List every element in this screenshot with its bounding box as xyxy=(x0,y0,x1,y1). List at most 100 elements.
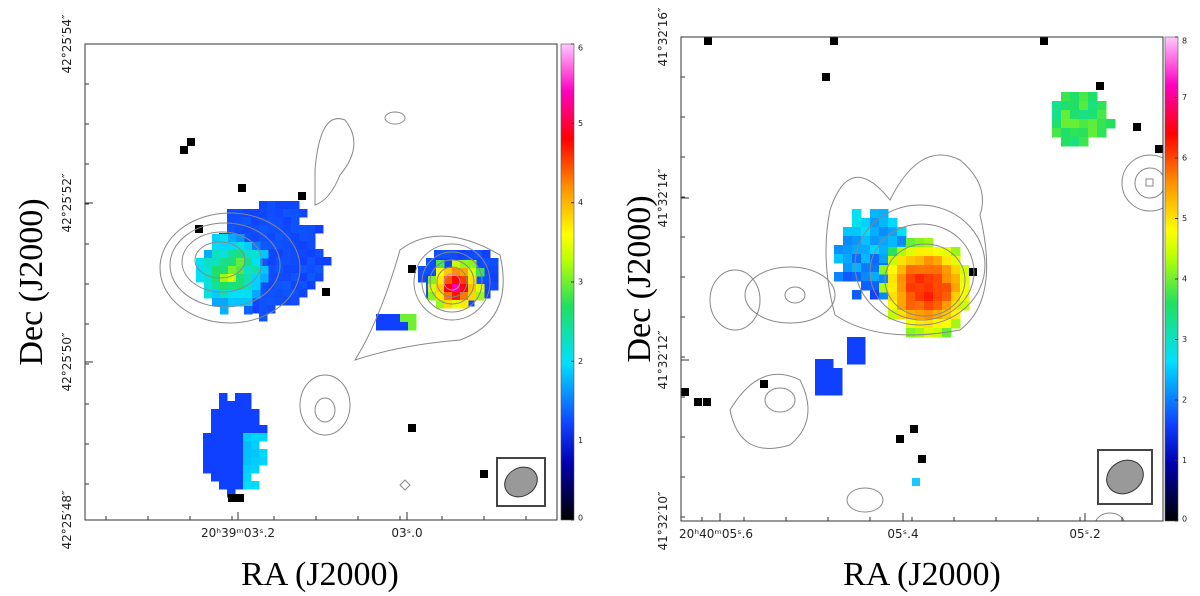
colorbar-tick-label: 4 xyxy=(1182,275,1187,284)
pixel xyxy=(228,242,237,251)
pixel xyxy=(228,282,237,291)
colorbar-tick-label: 0 xyxy=(1182,515,1187,524)
pixel xyxy=(243,425,252,434)
pixel xyxy=(852,263,862,273)
pixel xyxy=(275,257,284,266)
pixel xyxy=(879,283,889,293)
pixel xyxy=(843,272,853,282)
pixel xyxy=(1088,128,1098,138)
pixel xyxy=(251,481,260,490)
pixel xyxy=(227,225,236,234)
pixel xyxy=(212,290,221,299)
pixel xyxy=(307,265,316,274)
pixel xyxy=(228,290,237,299)
pixel xyxy=(951,247,961,257)
pixel xyxy=(910,425,918,433)
pixel xyxy=(1052,110,1062,120)
pixel xyxy=(428,284,437,293)
pixel xyxy=(924,319,934,329)
pixel xyxy=(204,290,213,299)
pixel xyxy=(236,274,245,283)
pixel xyxy=(251,305,260,314)
x-tick-label: 20ʰ39ᵐ03ˢ.2 xyxy=(201,526,275,540)
pixel xyxy=(1070,110,1080,120)
pixel xyxy=(897,236,907,246)
pixel xyxy=(436,300,445,309)
pixel xyxy=(490,274,499,283)
pixel xyxy=(211,457,220,466)
pixel xyxy=(220,306,229,315)
pixel xyxy=(236,250,245,259)
pixel xyxy=(897,310,907,320)
pixel xyxy=(822,73,830,81)
pixel xyxy=(760,380,768,388)
pixel xyxy=(211,425,220,434)
pixel xyxy=(291,217,300,226)
pixel xyxy=(1061,101,1071,111)
pixel xyxy=(824,386,834,396)
pixel xyxy=(322,288,330,296)
pixel xyxy=(888,301,898,311)
pixel xyxy=(834,254,844,264)
pixel xyxy=(1088,92,1098,102)
pixel xyxy=(283,289,292,298)
pixel xyxy=(1088,110,1098,120)
pixel xyxy=(244,290,253,299)
pixel xyxy=(315,249,324,258)
colorbar-tick-label: 8 xyxy=(1182,37,1187,46)
pixel xyxy=(227,217,236,226)
pixel xyxy=(426,266,435,275)
pixel xyxy=(480,470,488,478)
pixel xyxy=(307,273,316,282)
pixel xyxy=(824,359,834,369)
pixel xyxy=(259,257,268,266)
pixel xyxy=(400,314,409,323)
pixel xyxy=(219,465,228,474)
pixel xyxy=(291,241,300,250)
pixel xyxy=(275,201,284,210)
pixel xyxy=(267,305,276,314)
pixel xyxy=(912,478,920,486)
pixel xyxy=(428,292,437,301)
pixel xyxy=(203,465,212,474)
pixel xyxy=(243,473,252,482)
pixel xyxy=(444,300,453,309)
pixel xyxy=(212,258,221,267)
pixel xyxy=(942,328,952,338)
pixel xyxy=(220,282,229,291)
pixel xyxy=(843,254,853,264)
pixel xyxy=(942,283,952,293)
pixel xyxy=(220,250,229,259)
pixel xyxy=(924,265,934,275)
pixel xyxy=(299,281,308,290)
pixel xyxy=(1097,119,1107,129)
pixel xyxy=(212,234,221,243)
pixel xyxy=(267,233,276,242)
pixel xyxy=(915,301,925,311)
pixel xyxy=(879,254,889,264)
colorbar-tick-label: 7 xyxy=(1182,93,1187,102)
pixel xyxy=(408,314,417,323)
pixel xyxy=(228,494,236,502)
pixel xyxy=(442,250,451,259)
pixel xyxy=(251,433,260,442)
pixel xyxy=(251,465,260,474)
pixel xyxy=(235,433,244,442)
pixel xyxy=(196,274,205,283)
pixel xyxy=(460,292,469,301)
pixel xyxy=(843,227,853,237)
pixel xyxy=(299,265,308,274)
pixel xyxy=(1133,123,1141,131)
pixel xyxy=(283,201,292,210)
pixel xyxy=(815,368,825,378)
pixel xyxy=(291,249,300,258)
pixel xyxy=(861,272,871,282)
pixel xyxy=(235,465,244,474)
pixel xyxy=(933,319,943,329)
pixel xyxy=(474,274,483,283)
x-tick-label: 05ˢ.4 xyxy=(887,527,918,541)
pixel xyxy=(482,290,491,299)
pixel xyxy=(212,298,221,307)
pixel xyxy=(299,289,308,298)
